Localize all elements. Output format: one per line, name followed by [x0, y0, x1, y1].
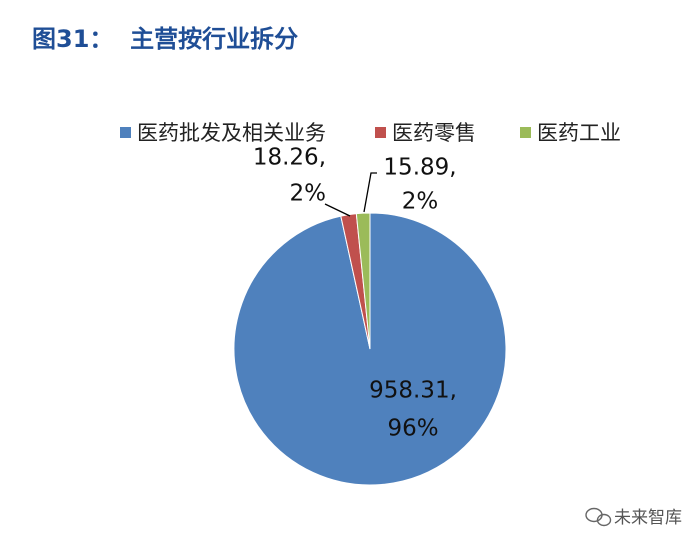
data-label: 96% — [387, 416, 438, 442]
watermark: 未来智库 — [614, 508, 682, 528]
legend-swatch — [375, 127, 386, 138]
watermark-icon — [585, 507, 612, 527]
legend-swatch — [120, 127, 131, 138]
leader-line — [363, 172, 377, 213]
data-label: 958.31, — [369, 378, 457, 404]
legend-label: 医药工业 — [537, 121, 621, 145]
chart-title: 图31： 主营按行业拆分 — [32, 25, 298, 53]
data-label: 2% — [402, 189, 439, 215]
legend-label: 医药批发及相关业务 — [137, 121, 326, 145]
data-label: 18.26, — [253, 145, 326, 171]
legend-swatch — [520, 127, 531, 138]
leader-line — [324, 203, 351, 217]
data-label: 15.89, — [383, 155, 456, 181]
legend-label: 医药零售 — [392, 121, 476, 145]
pie-slice — [355, 212, 371, 350]
data-label: 2% — [290, 181, 327, 207]
